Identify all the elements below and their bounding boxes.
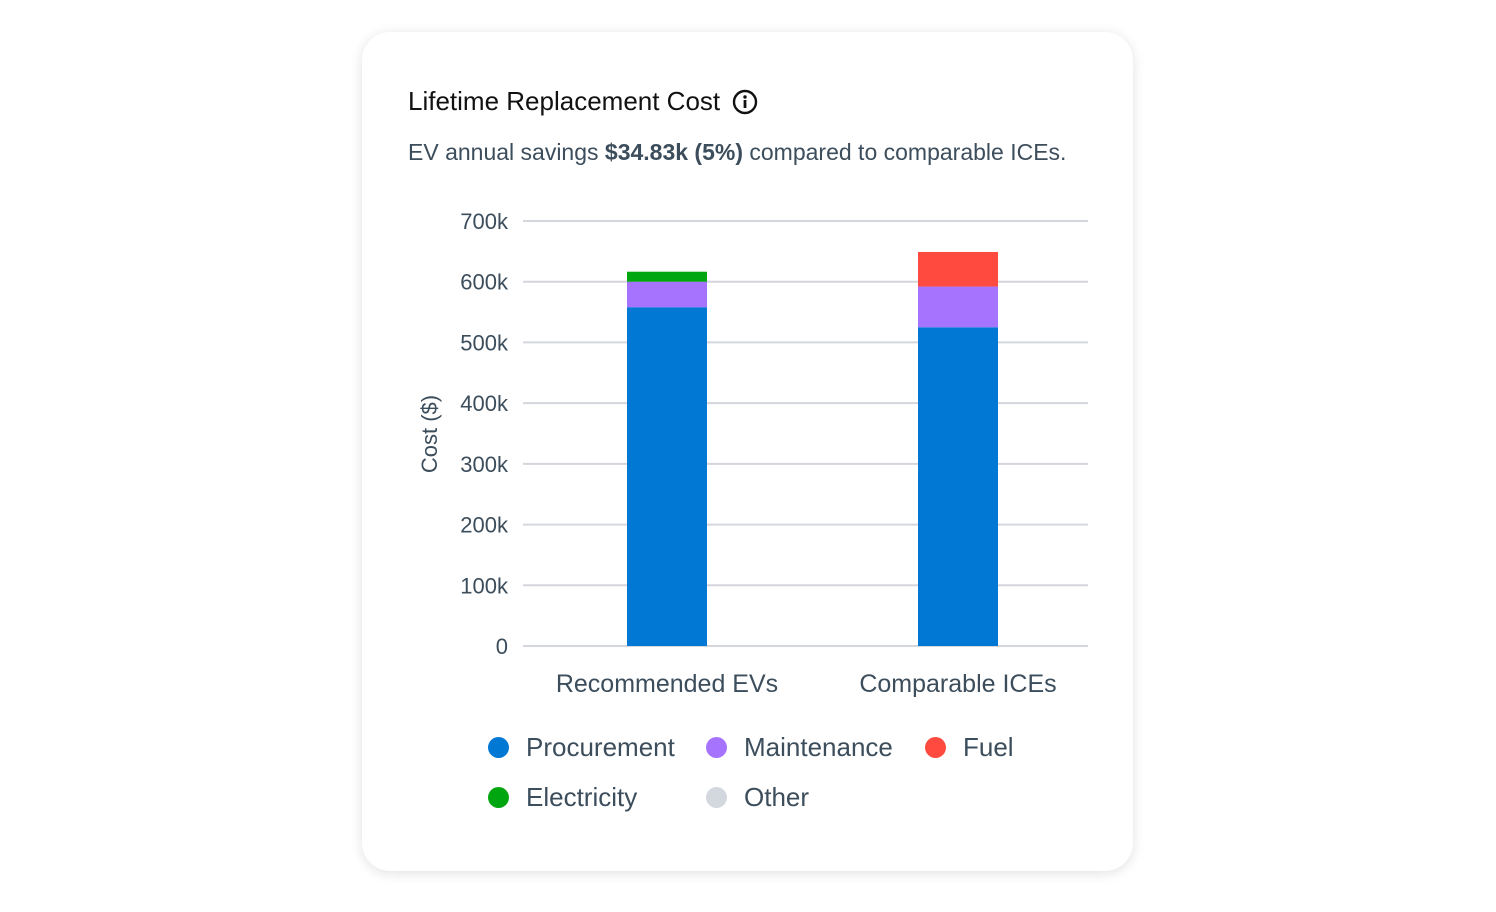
bar-segment-maintenance[interactable]: [627, 281, 707, 308]
y-axis-label: Cost ($): [417, 395, 442, 473]
legend-item-procurement[interactable]: Procurement: [488, 731, 706, 762]
y-tick-label: 400k: [460, 391, 509, 416]
legend-label: Fuel: [963, 731, 1014, 762]
bar-segment-fuel[interactable]: [918, 251, 998, 287]
y-tick-label: 700k: [460, 209, 509, 234]
legend-dot-icon: [706, 786, 727, 808]
legend-label: Procurement: [526, 731, 675, 762]
legend-label: Maintenance: [744, 731, 893, 762]
legend-label: Other: [744, 781, 810, 812]
chart-card: [362, 32, 1133, 871]
legend-dot-icon: [925, 736, 946, 758]
legend-dot-icon: [488, 736, 509, 758]
chart-legend: Procurement Maintenance Fuel Electricity Oth…: [488, 731, 1045, 812]
x-tick-label: Recommended EVs: [556, 670, 778, 698]
legend-item-maintenance[interactable]: Maintenance: [706, 731, 925, 762]
legend-item-other[interactable]: Other: [706, 781, 925, 812]
y-tick-label: 0: [496, 634, 508, 659]
y-tick-label: 500k: [460, 330, 509, 355]
bar-segment-procurement[interactable]: [627, 307, 707, 646]
card-subtitle: EV annual savings $34.83k (5%) compared …: [408, 139, 1067, 165]
legend-item-electricity[interactable]: Electricity: [488, 781, 706, 812]
y-tick-label: 300k: [460, 452, 509, 477]
x-tick-label: Comparable ICEs: [859, 670, 1056, 698]
bar-segment-procurement[interactable]: [918, 327, 998, 646]
bar-segment-electricity[interactable]: [627, 271, 707, 282]
bar-segment-maintenance[interactable]: [918, 286, 998, 328]
y-tick-label: 200k: [460, 513, 509, 538]
legend-dot-icon: [488, 786, 509, 808]
legend-dot-icon: [706, 736, 727, 758]
legend-item-fuel[interactable]: Fuel: [925, 731, 1045, 762]
y-tick-label: 600k: [460, 270, 509, 295]
title-text: Lifetime Replacement Cost: [408, 86, 721, 116]
info-circle-icon[interactable]: [732, 89, 758, 115]
y-tick-label: 100k: [460, 573, 509, 598]
card-title: Lifetime Replacement Cost: [408, 86, 758, 117]
legend-label: Electricity: [526, 781, 638, 812]
